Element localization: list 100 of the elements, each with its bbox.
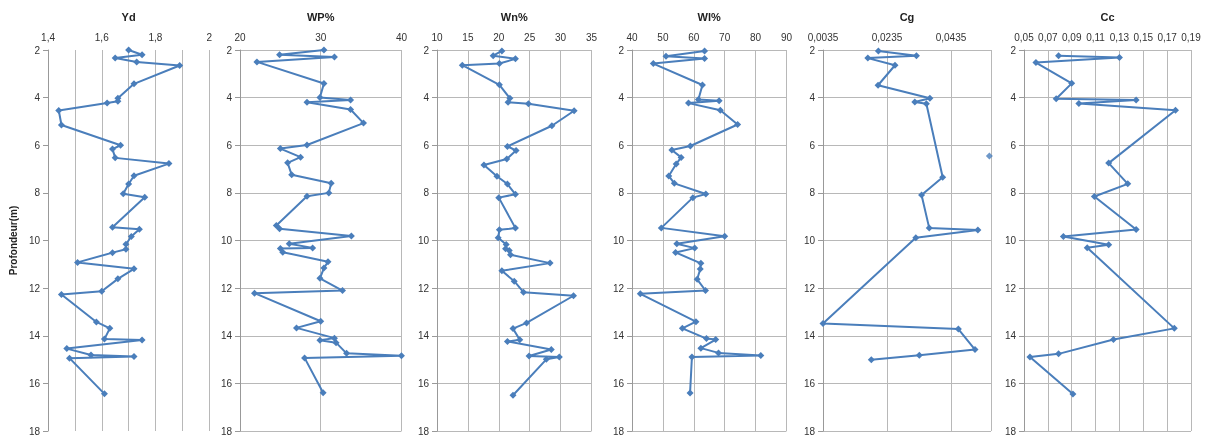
point — [570, 292, 578, 300]
point — [691, 244, 699, 252]
x-tick-label: 70 — [719, 31, 731, 43]
y-tick-label: 18 — [803, 425, 816, 437]
y-tick-label: 4 — [226, 92, 233, 104]
point — [511, 190, 519, 198]
x-tick-label: 0,09 — [1061, 31, 1082, 43]
point — [276, 145, 284, 153]
point — [493, 172, 501, 180]
point — [133, 58, 141, 66]
point — [507, 251, 515, 259]
point — [253, 58, 261, 66]
point — [495, 81, 503, 89]
point — [912, 234, 920, 242]
y-tick-label: 10 — [1004, 235, 1017, 246]
point — [176, 61, 184, 69]
point — [686, 142, 694, 150]
point — [503, 155, 511, 163]
y-tick-label: 12 — [417, 282, 430, 294]
point — [692, 318, 700, 326]
x-tick-label: 0,15 — [1133, 31, 1154, 43]
point — [546, 259, 554, 267]
point — [1026, 353, 1034, 361]
point — [301, 354, 309, 362]
point — [974, 226, 982, 234]
point — [734, 121, 742, 129]
point — [1132, 96, 1140, 104]
point — [971, 346, 979, 354]
y-tick-label: 18 — [417, 425, 430, 437]
y-tick-label: 16 — [28, 377, 41, 389]
point — [985, 152, 993, 160]
point — [511, 224, 519, 232]
point — [320, 46, 328, 54]
point — [939, 173, 947, 181]
point — [918, 191, 926, 199]
y-tick-label: 18 — [28, 425, 41, 437]
y-tick-label: 10 — [612, 235, 625, 246]
x-tick-label: 0,19 — [1181, 31, 1202, 43]
point — [498, 47, 506, 55]
point — [1055, 350, 1063, 358]
point — [1059, 232, 1067, 240]
point — [127, 232, 135, 240]
point — [819, 320, 827, 328]
point — [1109, 336, 1117, 344]
x-axis-title: Wl% — [697, 10, 722, 23]
point — [309, 244, 317, 252]
y-tick-label: 12 — [28, 282, 41, 294]
point — [716, 106, 724, 114]
point — [677, 153, 685, 161]
x-tick-label: 1,8 — [148, 31, 163, 43]
point — [693, 275, 701, 283]
y-tick-label: 14 — [612, 330, 625, 342]
point — [98, 287, 106, 295]
point — [111, 54, 119, 62]
y-tick-label: 8 — [423, 187, 430, 199]
x-tick-label: 90 — [780, 31, 793, 43]
y-tick-label: 8 — [34, 187, 41, 199]
y-tick-label: 6 — [1010, 139, 1017, 151]
point — [66, 354, 74, 362]
point — [1170, 324, 1178, 332]
y-tick-label: 6 — [34, 139, 41, 151]
x-tick-label: 0,11 — [1086, 31, 1106, 43]
point — [55, 106, 63, 114]
point — [114, 275, 122, 283]
point — [503, 142, 511, 150]
point — [922, 100, 930, 108]
point — [509, 391, 517, 399]
y-tick-label: 4 — [34, 92, 41, 104]
point — [668, 146, 676, 154]
point — [317, 317, 325, 325]
point — [339, 287, 347, 295]
y-tick-label: 10 — [220, 235, 233, 246]
x-tick-label: 80 — [749, 31, 762, 43]
y-tick-label: 10 — [803, 235, 816, 246]
point — [495, 194, 503, 202]
point — [649, 60, 657, 68]
point — [1075, 100, 1083, 108]
x-tick-label: 25 — [524, 31, 536, 43]
point — [106, 324, 114, 332]
point — [672, 248, 680, 256]
point — [524, 100, 532, 108]
point — [701, 55, 709, 63]
point — [510, 277, 518, 285]
y-tick-label: 10 — [28, 235, 41, 246]
point — [130, 80, 138, 88]
point — [288, 171, 296, 179]
x-tick-label: 10 — [431, 31, 443, 43]
x-tick-label: 20 — [234, 31, 246, 43]
point — [525, 352, 533, 360]
point — [1115, 53, 1123, 61]
point — [891, 61, 899, 69]
y-tick-label: 2 — [1010, 44, 1017, 56]
point — [130, 172, 138, 180]
point — [1105, 241, 1113, 249]
point — [494, 234, 502, 242]
y-tick-label: 18 — [220, 425, 233, 437]
point — [1068, 79, 1076, 87]
point — [111, 154, 119, 162]
y-tick-label: 12 — [220, 282, 233, 294]
y-tick-label: 12 — [612, 282, 625, 294]
